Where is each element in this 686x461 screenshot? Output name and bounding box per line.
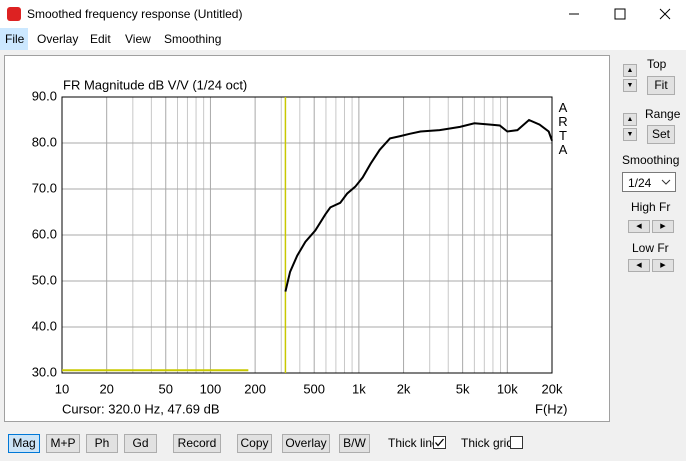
- spin-down[interactable]: ▼: [623, 79, 637, 92]
- y-tick-label: 60.0: [32, 226, 57, 241]
- right-button[interactable]: ▶: [652, 259, 674, 272]
- set-button[interactable]: Set: [647, 125, 675, 144]
- ph-button[interactable]: Ph: [86, 434, 118, 453]
- x-tick-label: 10: [55, 381, 69, 396]
- watermark: ARTA: [556, 100, 571, 156]
- x-tick-label: 10k: [497, 381, 518, 396]
- x-tick-label: 20: [99, 381, 113, 396]
- copy-button[interactable]: Copy: [237, 434, 272, 453]
- menu-highlight: [0, 28, 28, 50]
- spin-down[interactable]: ▼: [623, 128, 637, 141]
- checkbox-checked[interactable]: [433, 436, 446, 449]
- y-tick-label: 80.0: [32, 134, 57, 149]
- menu-item[interactable]: Edit: [90, 32, 111, 46]
- title-bar: Smoothed frequency response (Untitled): [0, 0, 686, 28]
- series-line: [284, 118, 553, 292]
- left-button[interactable]: ◀: [628, 259, 650, 272]
- x-tick-label: 20k: [542, 381, 563, 396]
- label: Range: [645, 107, 681, 121]
- y-tick-label: 40.0: [32, 318, 57, 333]
- cursor-label: Cursor: 320.0 Hz, 47.69 dB: [62, 401, 220, 416]
- menu-item[interactable]: Smoothing: [164, 32, 222, 46]
- x-tick-label: 500: [303, 381, 325, 396]
- window-controls[interactable]: [560, 6, 680, 22]
- fit-button[interactable]: Fit: [647, 76, 675, 95]
- x-tick-label: 100: [200, 381, 222, 396]
- x-axis-label: F(Hz): [535, 401, 568, 416]
- y-tick-label: 70.0: [32, 180, 57, 195]
- x-tick-label: 5k: [456, 381, 470, 396]
- y-tick-label: 90.0: [32, 88, 57, 103]
- menu-bar: File Overlay Edit View Smoothing: [0, 28, 686, 50]
- x-tick-label: 50: [159, 381, 173, 396]
- overlay-button[interactable]: Overlay: [282, 434, 330, 453]
- checkbox[interactable]: [510, 436, 523, 449]
- plot-frame: [61, 96, 553, 374]
- chart-title: FR Magnitude dB V/V (1/24 oct): [63, 77, 247, 92]
- spin-up[interactable]: ▲: [623, 113, 637, 126]
- menu-item[interactable]: View: [125, 32, 151, 46]
- bw-button[interactable]: B/W: [339, 434, 370, 453]
- checkbox-label: Thick line: [388, 436, 439, 450]
- left-button[interactable]: ◀: [628, 220, 650, 233]
- app-icon: [7, 7, 21, 21]
- x-tick-label: 1k: [352, 381, 366, 396]
- x-tick-label: 2k: [397, 381, 411, 396]
- menu-item[interactable]: File: [5, 32, 25, 46]
- right-button[interactable]: ▶: [652, 220, 674, 233]
- gd-button[interactable]: Gd: [124, 434, 157, 453]
- y-tick-label: 30.0: [32, 364, 57, 379]
- select-value: 1/24: [628, 176, 652, 190]
- y-tick-label: 50.0: [32, 272, 57, 287]
- record-button[interactable]: Record: [173, 434, 221, 453]
- label: Low Fr: [632, 241, 669, 255]
- smoothing-select[interactable]: 1/24: [622, 172, 676, 192]
- chart: FR Magnitude dB V/V (1/24 oct) F(Hz) Cur…: [4, 55, 610, 422]
- label: High Fr: [631, 200, 671, 214]
- mag-button[interactable]: Mag: [8, 434, 40, 453]
- mp-button[interactable]: M+P: [46, 434, 80, 453]
- menu-item[interactable]: Overlay: [37, 32, 79, 46]
- spin-up[interactable]: ▲: [623, 64, 637, 77]
- window-title: Smoothed frequency response (Untitled): [27, 7, 243, 21]
- dropdown-arrow: [661, 179, 671, 185]
- x-tick-label: 200: [244, 381, 266, 396]
- label: Smoothing: [622, 153, 680, 167]
- checkbox-label: Thick grid: [461, 436, 514, 450]
- label: Top: [647, 57, 667, 71]
